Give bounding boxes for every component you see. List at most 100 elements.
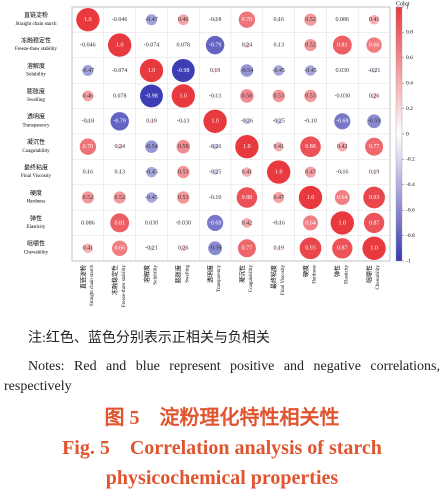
value-label: -0.10 <box>304 119 317 125</box>
correlation-circle <box>276 17 281 22</box>
row-label-zh: 硬度 <box>30 189 42 197</box>
value-label: 0.64 <box>305 220 316 226</box>
correlation-circle <box>332 238 353 259</box>
value-label: -0.030 <box>176 220 192 226</box>
value-label: 0.26 <box>178 246 189 252</box>
correlation-circle <box>273 192 285 203</box>
correlation-circle <box>363 212 385 234</box>
correlation-circle <box>212 17 218 22</box>
correlation-circle <box>176 139 191 154</box>
colorbar-tick-label: 0.4 <box>406 80 413 86</box>
value-label: 0.52 <box>305 17 316 23</box>
value-label: 1.0 <box>211 119 219 125</box>
correlation-circle <box>118 170 122 174</box>
value-label: -0.79 <box>209 42 222 48</box>
correlation-circle <box>145 140 158 154</box>
value-label: 0.70 <box>242 17 253 23</box>
correlation-circle <box>118 94 121 97</box>
correlation-circle <box>86 170 90 174</box>
value-label: 0.030 <box>145 220 159 226</box>
correlation-circle <box>212 68 218 73</box>
correlation-circle <box>83 243 93 254</box>
col-label-en: Swelling <box>185 265 190 283</box>
correlation-circle <box>273 141 284 152</box>
value-label: 0.26 <box>369 93 380 99</box>
correlation-circle <box>140 84 163 108</box>
value-label: -0.18 <box>82 119 95 125</box>
value-label: 0.47 <box>273 195 284 201</box>
correlation-circle <box>86 221 89 224</box>
value-label: 1.0 <box>275 169 283 175</box>
colorbar-tick-label: -1 <box>406 258 411 264</box>
col-label-en: Solubility <box>154 265 159 285</box>
correlation-circle <box>304 89 317 103</box>
value-label: -0.25 <box>209 169 222 175</box>
correlation-circle <box>177 165 190 179</box>
value-label: -0.47 <box>145 17 158 23</box>
correlation-circle <box>85 119 91 124</box>
value-label: 0.66 <box>369 42 380 48</box>
correlation-circle <box>304 39 317 52</box>
col-label-zh: 凝沉性 <box>238 265 246 283</box>
correlation-circle <box>334 113 351 130</box>
note-en: Notes: Red and blue represent positive a… <box>4 359 440 394</box>
correlation-circle <box>208 241 222 256</box>
value-label: -0.18 <box>209 17 222 23</box>
value-label: -0.69 <box>336 119 349 125</box>
col-label-en: Freeze-thaw stability <box>122 265 127 308</box>
value-label: -0.59 <box>368 119 381 125</box>
correlation-circle <box>181 119 185 123</box>
value-label: 0.77 <box>369 144 380 150</box>
value-label: -0.046 <box>80 42 96 48</box>
value-label: -0.21 <box>368 68 381 74</box>
value-label: 0.46 <box>83 93 94 99</box>
value-label: -0.074 <box>112 68 128 74</box>
value-label: -0.046 <box>112 17 128 23</box>
correlation-circle <box>207 214 224 231</box>
value-label: 0.81 <box>337 42 348 48</box>
row-label-en: Transparency <box>22 123 50 128</box>
value-label: 0.086 <box>336 17 350 23</box>
value-label: 0.93 <box>369 195 380 201</box>
row-label-zh: 透明度 <box>27 113 45 121</box>
correlation-circle <box>332 35 352 55</box>
value-label: -0.47 <box>82 68 95 74</box>
value-label: 0.52 <box>305 42 316 48</box>
correlation-circle <box>146 14 157 26</box>
correlation-circle <box>82 90 94 102</box>
correlation-circle <box>334 190 350 205</box>
correlation-circle <box>237 239 256 258</box>
row-label-en: Coagulability <box>22 149 50 154</box>
correlation-circle <box>203 109 227 133</box>
figure-title-zh: 图 5 淀粉理化特性相关性 <box>104 407 340 429</box>
correlation-circle <box>111 240 128 257</box>
value-label: 0.52 <box>114 195 125 201</box>
colorbar-tick-label: -0.6 <box>406 207 415 213</box>
value-label: -0.26 <box>241 119 254 125</box>
correlation-circle <box>244 42 250 48</box>
value-label: 0.77 <box>242 246 253 252</box>
correlation-circle <box>119 19 121 21</box>
value-label: 1.0 <box>148 68 156 74</box>
value-label: 0.41 <box>242 169 253 175</box>
row-label-zh: 直链淀粉 <box>24 11 48 19</box>
value-label: 0.16 <box>83 169 94 175</box>
correlation-circle <box>212 169 219 176</box>
value-label: -0.030 <box>335 93 351 99</box>
correlation-circle <box>276 246 281 251</box>
correlation-circle <box>243 118 250 125</box>
value-label: -0.13 <box>177 119 190 125</box>
colorbar-tick-label: 0.8 <box>406 30 413 36</box>
correlation-circle <box>371 169 377 175</box>
colorbar-tick-label: 0.2 <box>406 106 413 112</box>
value-label: 0.24 <box>242 42 253 48</box>
correlation-circle <box>118 69 121 72</box>
value-label: 1.0 <box>339 220 347 226</box>
value-label: 0.13 <box>114 169 125 175</box>
row-label-en: Chewability <box>24 250 49 255</box>
value-label: 0.53 <box>273 93 284 99</box>
value-label: 0.24 <box>114 144 125 150</box>
correlation-circle <box>213 94 217 98</box>
correlation-circle <box>362 236 386 260</box>
